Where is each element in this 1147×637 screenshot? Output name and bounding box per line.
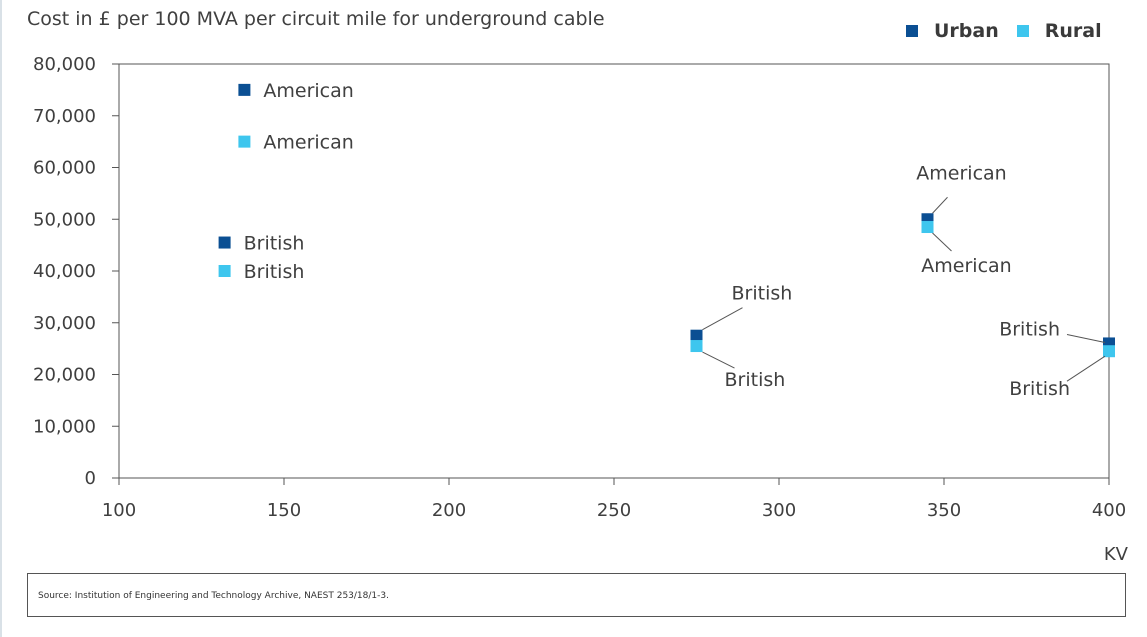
rural-point (921, 221, 934, 234)
point-label: American (263, 80, 353, 102)
legend-item-urban: Urban (906, 20, 999, 42)
rural-point (690, 340, 703, 353)
urban-point (690, 329, 703, 342)
y-tick-label: 30,000 (33, 313, 96, 334)
point-label: British (244, 261, 305, 283)
y-tick-label: 80,000 (33, 54, 96, 75)
legend-swatch-urban (906, 25, 918, 37)
x-tick-label: 150 (267, 500, 301, 521)
legend-item-rural: Rural (1016, 20, 1102, 42)
point-label: American (921, 255, 1011, 277)
label-leader-line (932, 196, 948, 214)
x-tick-label: 100 (102, 500, 136, 521)
left-border-rule (0, 0, 2, 637)
point-label: American (263, 132, 353, 154)
rural-point (218, 265, 231, 277)
label-leader-line (702, 351, 735, 369)
label-leader-line (932, 232, 952, 252)
label-leader-line (702, 307, 743, 331)
point-label: British (732, 283, 793, 305)
point-label: British (244, 233, 305, 255)
x-tick-label: 350 (927, 500, 961, 521)
legend-swatch-rural (1016, 25, 1029, 37)
legend-label-rural: Rural (1044, 20, 1102, 42)
point-label: British (1009, 378, 1070, 400)
x-tick-label: 200 (432, 500, 466, 521)
axes-layer: 0 10,000 20,000 30,000 40,000 50,000 60,000 70,… (33, 54, 1129, 565)
y-tick-label: 10,000 (33, 416, 96, 437)
y-tick-label: 20,000 (33, 365, 96, 386)
y-tick-label: 70,000 (33, 106, 96, 127)
y-tick-label: 0 (85, 468, 96, 489)
rural-point (1103, 345, 1115, 358)
x-tick-label: 400 (1092, 500, 1126, 521)
chart-title: Cost in £ per 100 MVA per circuit mile f… (27, 8, 605, 30)
point-label: British (999, 318, 1060, 340)
urban-point (218, 236, 231, 249)
labels-layer: American British British American British Ame… (244, 80, 1106, 400)
point-label: American (916, 162, 1006, 184)
point-label: British (725, 369, 786, 391)
y-tick-label: 40,000 (33, 261, 96, 282)
marks-layer (218, 83, 1115, 358)
source-text: Source: Institution of Engineering and T… (38, 591, 389, 601)
x-axis-label: KV (1104, 544, 1129, 565)
urban-point (238, 83, 251, 96)
label-leader-line (1066, 355, 1106, 382)
x-tick-label: 250 (597, 500, 631, 521)
source-box: Source: Institution of Engineering and T… (27, 573, 1126, 617)
y-tick-label: 60,000 (33, 158, 96, 179)
x-tick-label: 300 (762, 500, 796, 521)
y-tick-label: 50,000 (33, 209, 96, 230)
chart-legend: Urban Rural (906, 20, 1102, 42)
legend-label-urban: Urban (934, 20, 999, 42)
label-leader-line (1066, 333, 1106, 343)
rural-point (238, 135, 251, 148)
